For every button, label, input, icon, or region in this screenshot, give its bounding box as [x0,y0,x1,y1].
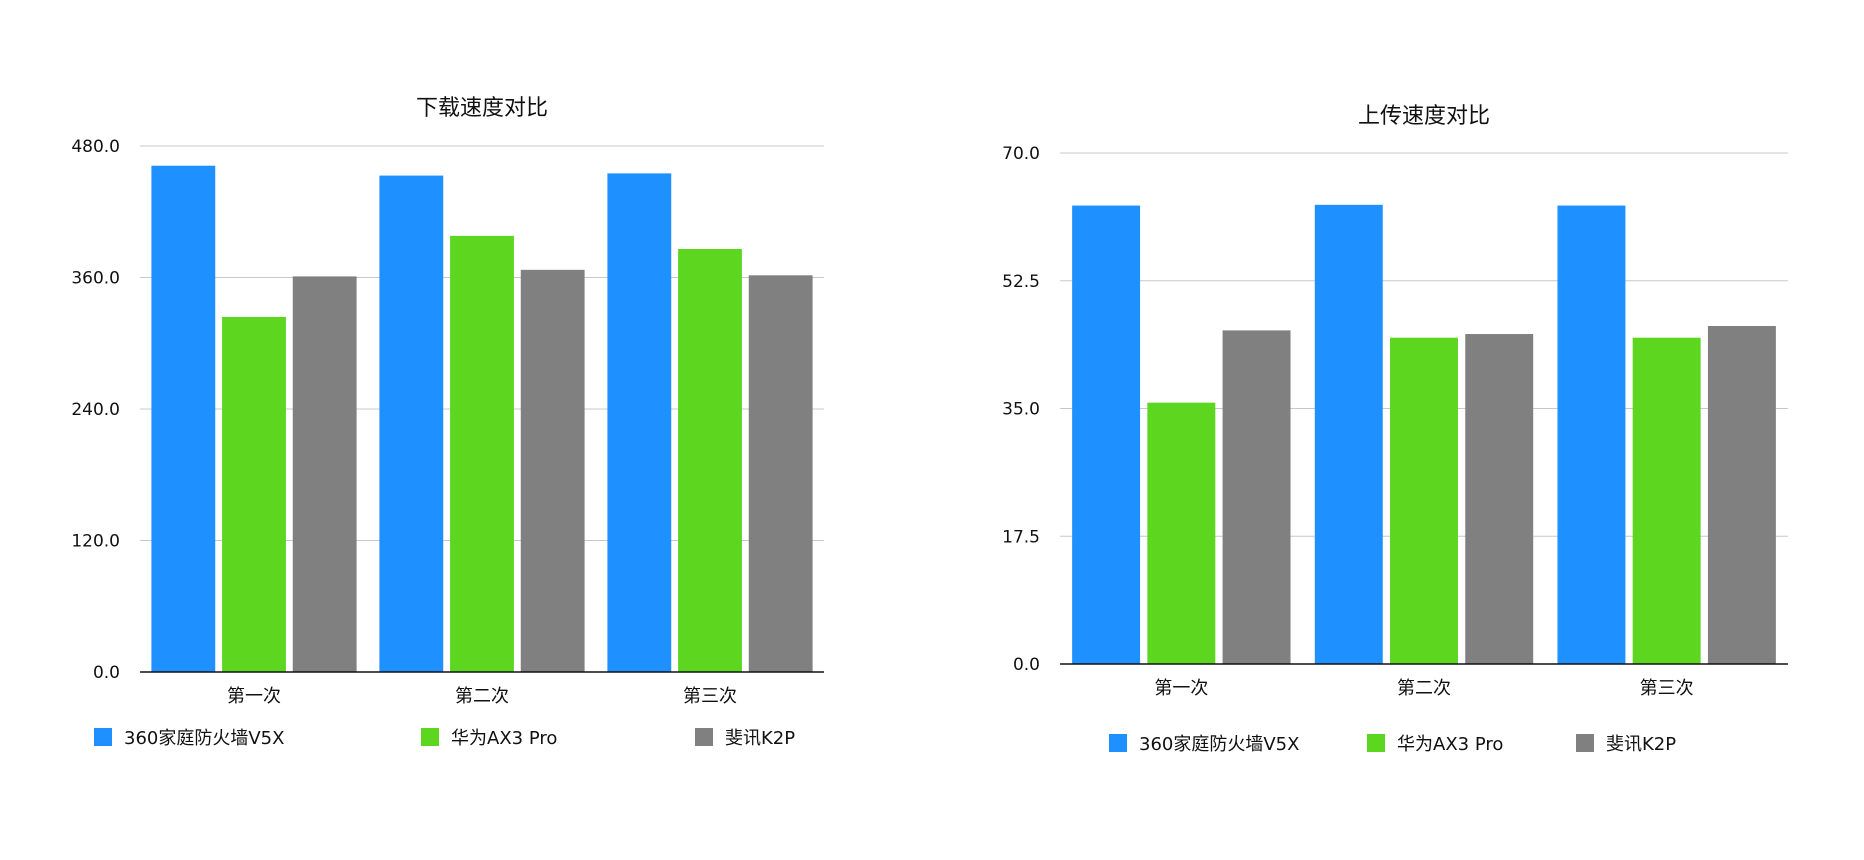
bar-3-3 [1707,326,1776,664]
x-category-label: 第二次 [455,686,509,707]
legend-label: 360家庭防火墙V5X [124,728,284,749]
bar-2-1 [1147,402,1216,664]
chart-title: 下载速度对比 [416,96,548,121]
legend-swatch [94,728,112,746]
x-category-label: 第一次 [1154,678,1208,699]
y-tick-label: 240.0 [71,400,120,420]
legend-swatch [421,728,439,746]
legend-label: 斐讯K2P [725,728,795,749]
legend-swatch [1367,734,1385,752]
bar-3-2 [520,269,585,672]
bar-3-1 [1222,330,1291,664]
legend-swatch [1576,734,1594,752]
bar-3-1 [292,276,357,672]
bar-1-1 [1072,205,1141,664]
y-tick-label: 480.0 [71,137,120,157]
y-tick-label: 0.0 [93,663,120,683]
bar-2-2 [450,235,514,672]
bar-2-1 [222,316,286,672]
y-tick-label: 35.0 [1002,400,1040,420]
legend-label: 360家庭防火墙V5X [1139,734,1299,755]
y-tick-label: 52.5 [1002,272,1040,292]
x-category-label: 第二次 [1397,678,1451,699]
bar-2-3 [678,249,742,672]
y-tick-label: 360.0 [71,269,120,289]
bar-2-3 [1632,337,1701,664]
bar-1-2 [1314,204,1383,664]
legend-swatch [695,728,713,746]
y-tick-label: 17.5 [1002,527,1040,547]
bar-3-3 [748,275,813,672]
x-category-label: 第三次 [1640,678,1694,699]
legend-swatch [1109,734,1127,752]
bar-3-2 [1465,334,1534,664]
y-tick-label: 70.0 [1002,144,1040,164]
x-category-label: 第三次 [683,686,737,707]
bar-1-1 [151,165,216,672]
y-tick-label: 0.0 [1013,655,1040,675]
bar-1-3 [607,173,672,673]
legend-label: 斐讯K2P [1606,734,1676,755]
x-category-label: 第一次 [227,686,281,707]
bar-1-2 [379,175,444,672]
download-speed-chart: 下载速度对比 0.0 120.0 240.0 360.0 480.0 第一次 第二次 第三次 36… [71,96,824,749]
bar-2-2 [1390,337,1458,664]
y-tick-label: 120.0 [71,532,120,552]
legend-label: 华为AX3 Pro [1397,734,1503,755]
upload-speed-chart: 上传速度对比 0.0 17.5 35.0 52.5 70.0 第一次 第二次 第三次 360家庭防… [1002,104,1788,755]
chart-title: 上传速度对比 [1358,104,1490,129]
bar-1-3 [1557,205,1626,664]
legend-label: 华为AX3 Pro [451,728,557,749]
